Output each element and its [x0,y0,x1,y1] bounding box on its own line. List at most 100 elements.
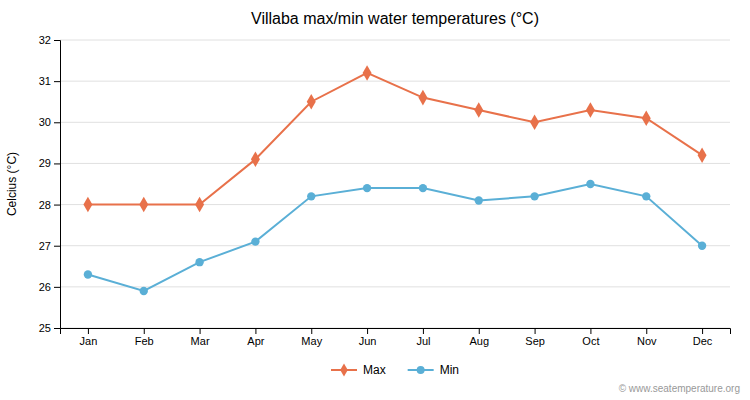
x-tick-mark [88,328,89,334]
y-tick-mark [54,163,60,164]
y-tick-label: 28 [39,199,51,211]
point [140,287,148,295]
grid-line [60,245,730,246]
y-tick: 31 [39,75,60,87]
x-tick-label: Aug [469,335,489,347]
x-tick: Apr [247,328,264,347]
x-tick-mark [255,328,256,334]
x-tick-mark [311,328,312,334]
grid-line [60,163,730,164]
y-axis: 25 26 27 28 29 30 31 32 [39,34,61,334]
grid-line [60,81,730,82]
legend-item: Min [408,363,459,377]
x-tick-mark [367,328,368,334]
chart: 25 26 27 28 29 30 31 32 Jan Feb Mar Apr May Jun Jul Aug… [0,0,750,400]
y-tick-label: 30 [39,116,51,128]
x-tick: Mar [191,328,210,347]
x-tick-label: Jun [359,335,377,347]
legend-label: Min [440,363,459,377]
point [83,197,92,213]
point [698,147,707,163]
point [642,110,651,126]
x-tick-label: May [301,335,322,347]
point [475,196,483,204]
x-axis: Jan Feb Mar Apr May Jun Jul Aug Sep Oct Nov Dec [61,328,731,347]
x-tick: Jan [80,328,98,347]
x-tick: Jul [416,328,430,347]
point [586,180,594,188]
point [363,65,372,81]
x-tick-mark [200,328,201,334]
point [530,114,539,130]
point [642,192,650,200]
y-tick-label: 25 [39,322,51,334]
legend-symbol [417,366,425,374]
y-axis-line [54,41,61,329]
x-tick: May [301,328,322,347]
series-line [88,73,702,205]
point [251,152,260,168]
x-tick: Feb [135,328,154,347]
y-tick-label: 26 [39,281,51,293]
point [307,94,316,110]
x-tick-mark [702,328,703,334]
y-tick: 27 [39,240,60,252]
x-tick-label: Dec [693,335,713,347]
point [195,197,204,213]
x-tick: Aug [469,328,489,347]
x-tick-mark [646,328,647,334]
series-line [88,184,702,291]
x-tick: Sep [525,328,545,347]
x-tick-label: Oct [582,335,599,347]
point [139,197,148,213]
x-tick-label: Jan [80,335,98,347]
x-tick: Oct [582,328,599,347]
title: Villaba max/min water temperatures (°C) [251,10,539,27]
y-tick: 26 [39,281,60,293]
y-tick: 30 [39,116,60,128]
point [195,258,203,266]
y-tick-mark [54,246,60,247]
y-tick-label: 27 [39,240,51,252]
point [530,192,538,200]
y-tick: 32 [39,34,60,46]
y-tick-label: 29 [39,157,51,169]
point [698,242,706,250]
series [84,180,707,295]
y-tick-mark [54,81,60,82]
y-tick-mark [54,328,60,329]
x-tick-label: Sep [525,335,545,347]
point [474,102,483,118]
y-tick: 28 [39,199,60,211]
x-tick: Jun [359,328,377,347]
x-axis-line [61,329,731,335]
legend-label: Max [363,363,386,377]
point [307,192,315,200]
legend: Max Min [331,363,459,377]
x-tick-mark [535,328,536,334]
x-tick-mark [479,328,480,334]
marks [83,65,706,295]
y-tick-mark [54,287,60,288]
y-tick-mark [54,122,60,123]
x-tick: Nov [637,328,657,347]
plot: 25 26 27 28 29 30 31 32 Jan Feb Mar Apr May Jun Jul Aug… [39,34,731,347]
point [84,270,92,278]
y-tick: 25 [39,322,60,334]
x-tick-mark [590,328,591,334]
x-tick-label: Mar [191,335,210,347]
grid-line [60,286,730,287]
x-tick-mark [144,328,145,334]
legend-item: Max [331,363,386,377]
x-tick-label: Jul [416,335,430,347]
x-tick-label: Nov [637,335,657,347]
x-tick-mark [423,328,424,334]
point [586,102,595,118]
legend-symbol [340,363,348,376]
x-tick-label: Apr [247,335,264,347]
point [419,184,427,192]
y-tick-mark [54,40,60,41]
y-tick-label: 31 [39,75,51,87]
y-axis-title: Celcius (°C) [5,152,19,216]
y-tick-label: 32 [39,34,51,46]
